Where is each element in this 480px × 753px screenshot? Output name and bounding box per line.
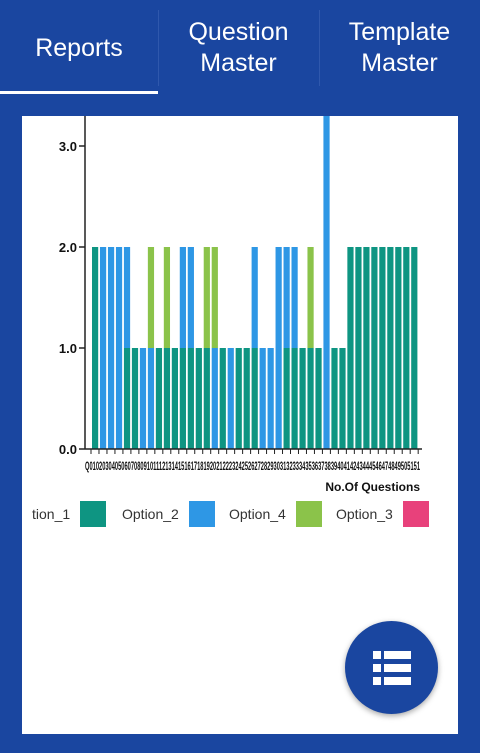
tab-reports-label: Reports [35, 33, 123, 64]
legend-label-option-1: tion_1 [32, 506, 70, 522]
tab-question-master-label: Question Master [188, 17, 288, 79]
y-tick-label: 0.0 [59, 442, 77, 457]
bar-option-1 [395, 247, 401, 449]
bar-option-2 [292, 247, 298, 348]
bar-option-1 [164, 348, 170, 449]
bar-option-1 [387, 247, 393, 449]
bar-option-2 [323, 116, 329, 449]
bar-option-1 [244, 348, 250, 449]
bar-option-2 [180, 247, 186, 348]
bar-option-2 [124, 247, 130, 348]
bar-option-1 [180, 348, 186, 449]
bar-option-2 [252, 247, 258, 348]
bar-option-1 [299, 348, 305, 449]
bar-option-2 [108, 247, 114, 449]
x-tick-labels: Q010203040506070809101112131415161718192… [85, 459, 420, 473]
tab-question-master[interactable]: Question Master [158, 0, 319, 96]
legend-item-option-3: Option_3 [336, 501, 429, 527]
bar-option-2 [268, 348, 274, 449]
tab-template-master-label: Template Master [349, 17, 450, 79]
bar-option-1 [403, 247, 409, 449]
bar-option-1 [331, 348, 337, 449]
bar-option-1 [339, 348, 345, 449]
legend-item-option-1: tion_1 [32, 501, 106, 527]
tab-divider [319, 10, 320, 86]
bar-option-1 [196, 348, 202, 449]
bar-option-4 [164, 247, 170, 348]
bar-option-2 [260, 348, 266, 449]
legend-swatch-option-3 [403, 501, 429, 527]
y-tick-label: 1.0 [59, 341, 77, 356]
legend-label-option-3: Option_3 [336, 506, 393, 522]
list-icon [373, 651, 411, 685]
bar-option-1 [411, 247, 417, 449]
bar-option-1 [292, 348, 298, 449]
list-fab-button[interactable] [345, 621, 438, 714]
tab-bar: Reports Question Master Template Master [0, 0, 480, 96]
bar-option-2 [140, 348, 146, 449]
bar-option-1 [236, 348, 242, 449]
bar-option-2 [116, 247, 122, 449]
bar-option-2 [148, 348, 154, 449]
bar-option-1 [252, 348, 258, 449]
bar-option-1 [204, 348, 210, 449]
bar-option-4 [212, 247, 218, 348]
bar-option-1 [347, 247, 353, 449]
bar-option-4 [307, 247, 313, 348]
legend-label-option-2: Option_2 [122, 506, 179, 522]
y-tick-label: 2.0 [59, 240, 77, 255]
legend-item-option-4: Option_4 [229, 501, 322, 527]
bar-option-2 [188, 247, 194, 348]
bar-option-2 [276, 247, 282, 449]
bar-option-1 [124, 348, 130, 449]
bar-option-2 [212, 348, 218, 449]
bar-option-1 [315, 348, 321, 449]
chart-legend: tion_1 Option_2 Option_4 Option_3 [22, 501, 458, 531]
legend-swatch-option-2 [189, 501, 215, 527]
bar-option-1 [371, 247, 377, 449]
bar-option-1 [220, 348, 226, 449]
bar-option-1 [132, 348, 138, 449]
bar-option-1 [363, 247, 369, 449]
legend-swatch-option-4 [296, 501, 322, 527]
bar-option-2 [228, 348, 234, 449]
tab-divider [158, 10, 159, 86]
tab-reports[interactable]: Reports [0, 0, 158, 96]
bar-option-4 [204, 247, 210, 348]
legend-label-option-4: Option_4 [229, 506, 286, 522]
tab-template-master[interactable]: Template Master [319, 0, 480, 96]
legend-swatch-option-1 [80, 501, 106, 527]
bar-option-1 [284, 348, 290, 449]
x-axis-label: No.Of Questions [325, 480, 420, 494]
tab-selected-indicator [0, 91, 158, 94]
bar-option-2 [284, 247, 290, 348]
bar-option-1 [172, 348, 178, 449]
legend-item-option-2: Option_2 [122, 501, 215, 527]
bar-option-1 [92, 247, 98, 449]
bar-option-1 [307, 348, 313, 449]
bar-option-1 [188, 348, 194, 449]
y-tick-label: 3.0 [59, 139, 77, 154]
bar-option-4 [148, 247, 154, 348]
bar-option-1 [156, 348, 162, 449]
stacked-bar-chart: 0.0 1.0 2.0 3.0 Q010203040506070809101112131… [22, 116, 458, 501]
bar-option-2 [100, 247, 106, 449]
bar-option-1 [355, 247, 361, 449]
bar-option-1 [379, 247, 385, 449]
